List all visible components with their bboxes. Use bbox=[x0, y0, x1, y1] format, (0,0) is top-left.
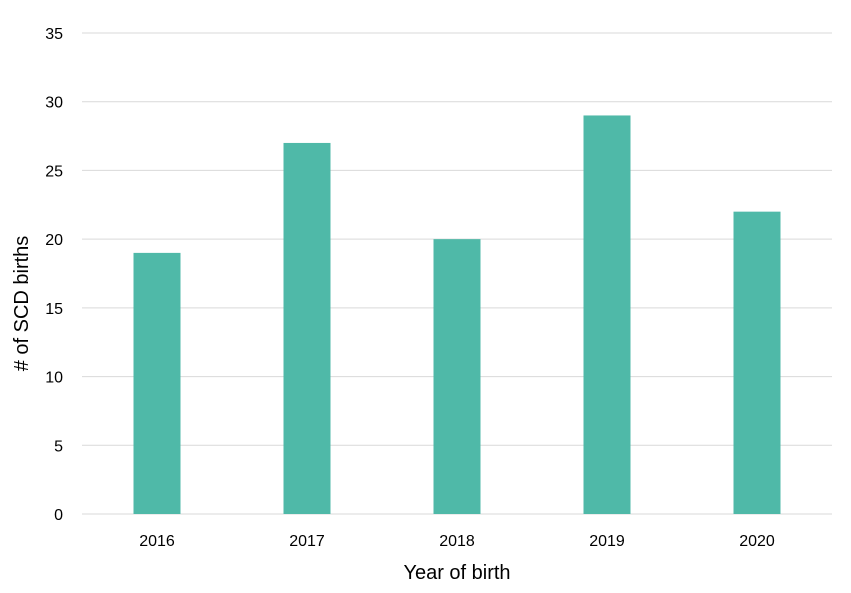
x-tick-label: 2019 bbox=[589, 533, 625, 550]
y-tick-label: 10 bbox=[45, 370, 63, 387]
y-tick-label: 15 bbox=[45, 301, 63, 318]
x-tick-label: 2017 bbox=[289, 533, 325, 550]
bars bbox=[133, 115, 781, 514]
bar-2019 bbox=[583, 115, 631, 514]
bar-2018 bbox=[433, 239, 481, 514]
bar-2017 bbox=[283, 142, 331, 514]
y-axis-ticks: 0 5 10 15 20 25 30 35 bbox=[45, 26, 63, 524]
y-axis-title: # of SCD births bbox=[11, 236, 33, 372]
y-tick-label: 5 bbox=[54, 438, 63, 455]
x-tick-label: 2018 bbox=[439, 533, 475, 550]
x-tick-label: 2016 bbox=[139, 533, 175, 550]
y-tick-label: 30 bbox=[45, 95, 63, 112]
y-tick-label: 20 bbox=[45, 232, 63, 249]
y-tick-label: 35 bbox=[45, 26, 63, 43]
bar-2020 bbox=[733, 211, 781, 514]
y-tick-label: 25 bbox=[45, 163, 63, 180]
x-axis-title: Year of birth bbox=[403, 562, 510, 584]
x-tick-label: 2020 bbox=[739, 533, 775, 550]
x-axis-ticks: 2016 2017 2018 2019 2020 bbox=[139, 533, 775, 550]
y-tick-label: 0 bbox=[54, 507, 63, 524]
bar-2016 bbox=[133, 252, 181, 514]
